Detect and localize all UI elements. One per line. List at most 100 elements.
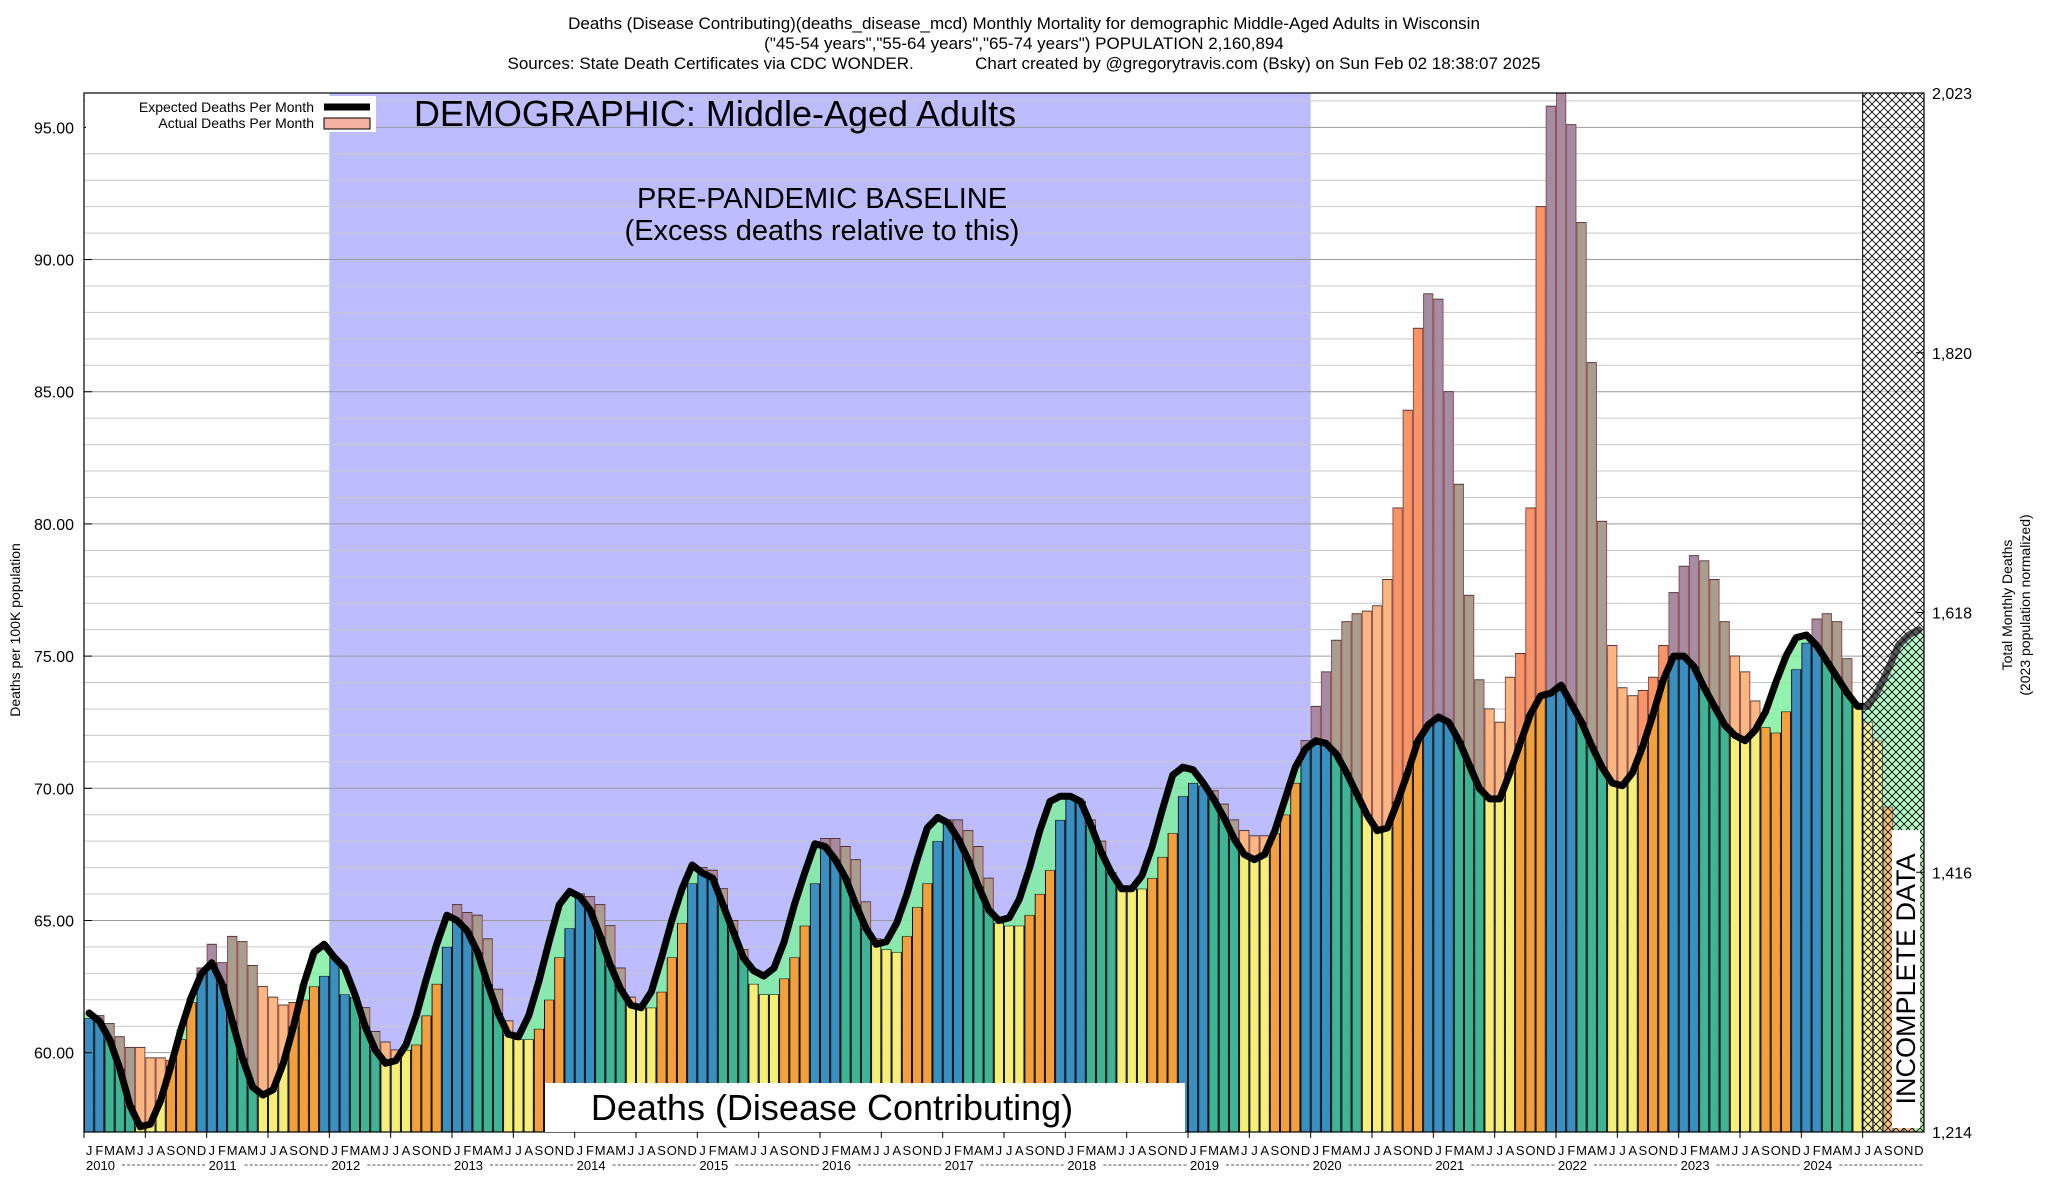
- excess-fill: [1556, 93, 1567, 686]
- deficit-fill: [1055, 796, 1066, 821]
- x-year-label: 2013: [454, 1158, 483, 1173]
- y-tick-label: 70.00: [34, 781, 74, 798]
- x-month-label: A: [606, 1143, 615, 1158]
- deficit-fill: [799, 872, 810, 926]
- x-month-label: J: [1486, 1143, 1493, 1158]
- excess-fill: [1586, 362, 1597, 747]
- x-year-label: 2014: [577, 1158, 606, 1173]
- data-bar: [441, 946, 452, 1133]
- x-month-label: A: [1342, 1143, 1351, 1158]
- x-month-label: D: [1669, 1143, 1678, 1158]
- excess-fill: [1351, 613, 1362, 794]
- x-month-label: J: [1609, 1143, 1616, 1158]
- x-month-label: M: [1474, 1143, 1485, 1158]
- deficit-fill: [758, 976, 769, 995]
- x-month-label: F: [463, 1143, 471, 1158]
- x-month-label: D: [565, 1143, 574, 1158]
- excess-fill: [1740, 671, 1751, 741]
- metric-label: Deaths (Disease Contributing): [591, 1087, 1073, 1128]
- x-month-label: J: [996, 1143, 1003, 1158]
- data-bar: [1290, 782, 1301, 1133]
- x-month-label: J: [1681, 1143, 1688, 1158]
- data-bar: [1760, 727, 1771, 1133]
- x-month-label: J: [505, 1143, 512, 1158]
- excess-fill: [247, 965, 258, 1088]
- data-bar: [411, 1044, 422, 1133]
- excess-fill: [206, 944, 217, 963]
- x-month-label: A: [647, 1143, 656, 1158]
- x-month-label: O: [544, 1143, 554, 1158]
- excess-fill: [963, 830, 974, 860]
- x-month-label: M: [1842, 1143, 1853, 1158]
- y-axis-title-right-1: Total Monthly Deaths: [1999, 540, 2015, 671]
- x-month-label: A: [1710, 1143, 1719, 1158]
- x-month-label: O: [1280, 1143, 1290, 1158]
- x-month-label: M: [247, 1143, 258, 1158]
- excess-fill: [1607, 645, 1618, 784]
- excess-fill: [1617, 687, 1628, 786]
- x-year-label: 2022: [1558, 1158, 1587, 1173]
- excess-fill: [1259, 835, 1270, 855]
- x-month-label: M: [104, 1143, 115, 1158]
- x-month-label: S: [1639, 1143, 1648, 1158]
- data-bar: [523, 1039, 534, 1133]
- x-month-label: S: [657, 1143, 666, 1158]
- x-month-label: D: [1546, 1143, 1555, 1158]
- x-month-label: M: [1597, 1143, 1608, 1158]
- excess-fill: [1811, 619, 1822, 646]
- data-bar: [1750, 700, 1761, 1133]
- x-month-label: J: [137, 1143, 144, 1158]
- y-right-tick-label: 1,416: [1932, 865, 1972, 882]
- excess-fill: [1402, 410, 1413, 773]
- x-month-label: M: [1085, 1143, 1096, 1158]
- data-bar: [319, 975, 330, 1133]
- data-bar: [431, 983, 442, 1133]
- deficit-fill: [901, 894, 912, 937]
- x-month-label: J: [1241, 1143, 1248, 1158]
- x-month-label: J: [1619, 1143, 1626, 1158]
- x-year-label: 2023: [1681, 1158, 1710, 1173]
- x-month-label: A: [974, 1143, 983, 1158]
- x-month-label: S: [903, 1143, 912, 1158]
- data-bar: [1852, 705, 1863, 1133]
- deficit-fill: [1770, 682, 1781, 733]
- y-tick-label: 80.00: [34, 517, 74, 534]
- x-month-label: M: [615, 1143, 626, 1158]
- x-month-label: A: [851, 1143, 860, 1158]
- x-month-label: D: [197, 1143, 206, 1158]
- excess-fill: [155, 1057, 166, 1101]
- deficit-fill: [809, 843, 820, 884]
- x-month-label: D: [1914, 1143, 1923, 1158]
- deficit-fill: [1044, 801, 1056, 871]
- x-month-label: N: [1781, 1143, 1790, 1158]
- data-bar: [1811, 618, 1822, 1133]
- x-month-label: J: [1854, 1143, 1861, 1158]
- excess-fill: [1239, 830, 1250, 855]
- data-bar: [1791, 668, 1802, 1133]
- data-bar: [1065, 798, 1076, 1133]
- data-bar: [1188, 782, 1199, 1133]
- y-axis-title-right-2: (2023 population normalized): [2017, 514, 2033, 695]
- excess-fill: [973, 846, 984, 887]
- x-year-label: 2021: [1435, 1158, 1464, 1173]
- x-month-label: A: [1219, 1143, 1228, 1158]
- x-month-label: F: [1077, 1143, 1085, 1158]
- x-month-label: J: [515, 1143, 522, 1158]
- data-bar: [1280, 814, 1291, 1133]
- data-bar: [196, 967, 207, 1133]
- deficit-fill: [646, 991, 657, 1008]
- x-month-label: F: [341, 1143, 349, 1158]
- x-month-label: A: [1015, 1143, 1024, 1158]
- incomplete-label-box: [1892, 830, 1920, 1128]
- x-month-label: J: [1803, 1143, 1810, 1158]
- deficit-fill: [544, 941, 555, 1000]
- excess-fill: [1566, 124, 1577, 704]
- excess-fill: [595, 904, 606, 937]
- data-bar: [1668, 592, 1679, 1133]
- x-month-label: J: [750, 1143, 757, 1158]
- x-month-label: S: [289, 1143, 298, 1158]
- x-month-label: F: [1199, 1143, 1207, 1158]
- x-month-label: J: [761, 1143, 768, 1158]
- x-month-label: A: [1587, 1143, 1596, 1158]
